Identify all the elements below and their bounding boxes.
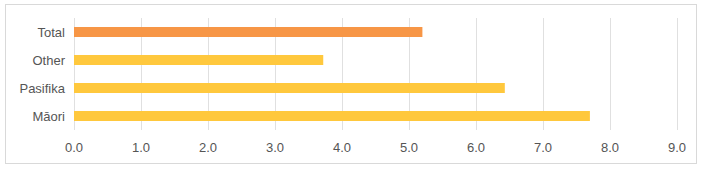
grid-line — [610, 18, 611, 130]
tick-label: 1.0 — [132, 140, 150, 155]
category-label: Other — [32, 53, 65, 68]
tick-label: 9.0 — [668, 140, 686, 155]
bar — [74, 111, 590, 121]
bar — [74, 55, 323, 65]
category-label: Pasifika — [19, 81, 65, 96]
bars — [74, 27, 590, 121]
tick-label: 3.0 — [266, 140, 284, 155]
bar — [74, 83, 505, 93]
category-label: Total — [38, 25, 66, 40]
chart-frame — [6, 5, 697, 164]
tick-label: 7.0 — [534, 140, 552, 155]
tick-label: 0.0 — [65, 140, 83, 155]
tick-label: 4.0 — [333, 140, 351, 155]
chart-container: 0.0 1.0 2.0 3.0 4.0 5.0 6.0 7.0 8.0 9.0 Total Other… — [0, 0, 702, 169]
grid-line — [677, 18, 678, 130]
bar — [74, 27, 422, 37]
tick-label: 2.0 — [199, 140, 217, 155]
tick-label: 5.0 — [400, 140, 418, 155]
tick-label: 6.0 — [467, 140, 485, 155]
tick-label: 8.0 — [601, 140, 619, 155]
category-label: Māori — [32, 109, 65, 124]
chart: 0.0 1.0 2.0 3.0 4.0 5.0 6.0 7.0 8.0 9.0 Total Other… — [0, 0, 702, 169]
